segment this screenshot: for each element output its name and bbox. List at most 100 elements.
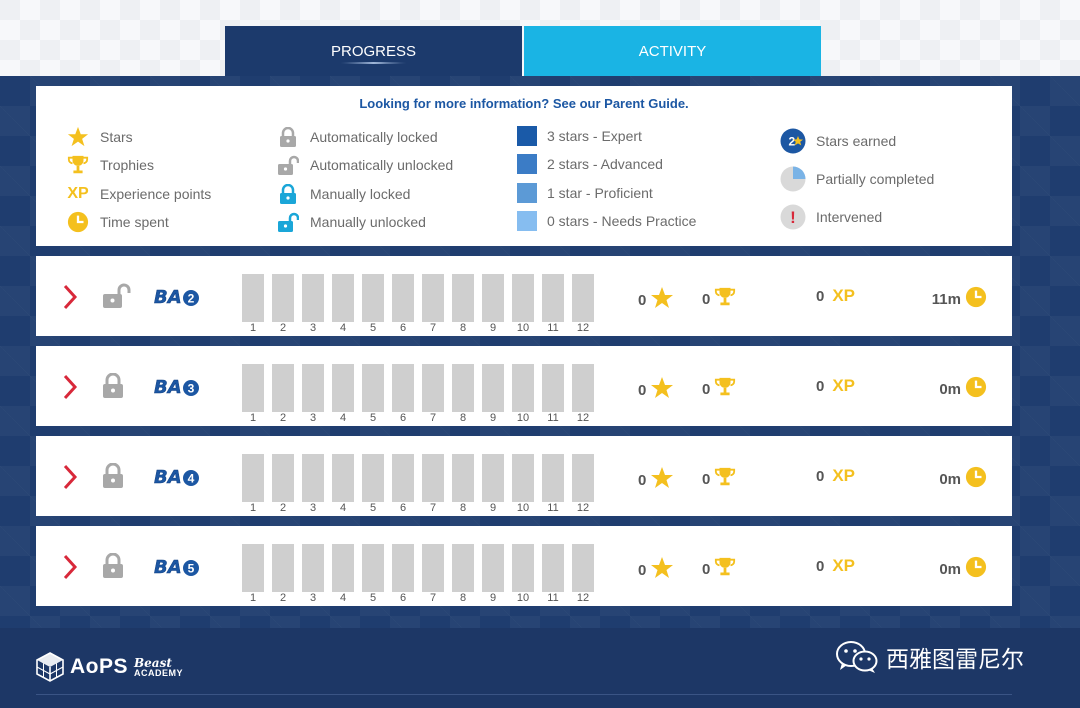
legend-proficient: 1 star - Proficient bbox=[517, 183, 653, 203]
chapter-number: 5 bbox=[369, 322, 377, 334]
partial-pie-icon bbox=[780, 166, 806, 192]
chapter-progress-bar[interactable] bbox=[392, 274, 414, 322]
chapter-progress-bar[interactable] bbox=[512, 274, 534, 322]
lock-icon[interactable] bbox=[102, 462, 124, 494]
lock-icon[interactable] bbox=[102, 552, 124, 584]
chapter-progress-bar[interactable] bbox=[452, 274, 474, 322]
trophies-stat: 0 bbox=[702, 556, 736, 582]
chapter-progress-bar[interactable] bbox=[572, 364, 594, 412]
time-spent: 0m bbox=[939, 470, 961, 488]
legend-manually-unlocked: Manually unlocked bbox=[276, 211, 426, 233]
chapter-progress-bar[interactable] bbox=[482, 454, 504, 502]
chapter-progress-bar[interactable] bbox=[512, 454, 534, 502]
lock-icon[interactable] bbox=[102, 372, 124, 404]
chapter-progress-bar[interactable] bbox=[332, 364, 354, 412]
expand-chevron-icon[interactable] bbox=[62, 284, 78, 315]
chapter-progress-bar[interactable] bbox=[272, 544, 294, 592]
chapter-progress-bar[interactable] bbox=[362, 544, 384, 592]
chapter-progress-bar[interactable] bbox=[482, 274, 504, 322]
chapter-number: 4 bbox=[339, 412, 347, 424]
chapter-progress-bar[interactable] bbox=[242, 544, 264, 592]
level-row[interactable]: BA 5 1 2 3 4 5 6 7 8 9 10 11 12 0 0 0 XP 0m bbox=[36, 526, 1012, 606]
chapter-progress-bar[interactable] bbox=[542, 454, 564, 502]
chapter-progress-bar[interactable] bbox=[512, 364, 534, 412]
trophy-icon bbox=[714, 556, 736, 582]
expand-chevron-icon[interactable] bbox=[62, 554, 78, 585]
chapter-progress-bar[interactable] bbox=[242, 364, 264, 412]
legend-xp: XP Experience points bbox=[66, 183, 211, 205]
chapter-progress-bar[interactable] bbox=[362, 274, 384, 322]
chapter-progress-bar[interactable] bbox=[392, 454, 414, 502]
chapter-progress-bar[interactable] bbox=[302, 364, 324, 412]
legend-swatch-proficient bbox=[517, 183, 537, 203]
chapter-progress-bar[interactable] bbox=[422, 454, 444, 502]
chapter-progress-bar[interactable] bbox=[392, 544, 414, 592]
chapter-progress-bar[interactable] bbox=[422, 544, 444, 592]
chapter-progress-bar[interactable] bbox=[272, 364, 294, 412]
ba-level-logo: BA 2 bbox=[154, 286, 202, 308]
level-row[interactable]: BA 2 1 2 3 4 5 6 7 8 9 10 11 12 0 0 0 XP 11m bbox=[36, 256, 1012, 336]
chapter-progress-bar[interactable] bbox=[332, 454, 354, 502]
legend-stars-label: Stars bbox=[100, 129, 133, 145]
chapter-number: 5 bbox=[369, 592, 377, 604]
chapter-progress-bar[interactable] bbox=[332, 274, 354, 322]
chapter-progress-bar[interactable] bbox=[482, 364, 504, 412]
tab-progress[interactable]: PROGRESS bbox=[225, 26, 522, 76]
chapter-progress-bar[interactable] bbox=[452, 364, 474, 412]
chapter-progress-bar[interactable] bbox=[452, 544, 474, 592]
chapter-progress-bar[interactable] bbox=[362, 364, 384, 412]
chapter-progress-bar[interactable] bbox=[422, 274, 444, 322]
chapter-progress-bar[interactable] bbox=[332, 544, 354, 592]
expand-chevron-icon[interactable] bbox=[62, 464, 78, 495]
expand-chevron-icon[interactable] bbox=[62, 374, 78, 405]
chapter-number: 10 bbox=[516, 412, 530, 424]
chapter-progress-bar[interactable] bbox=[452, 454, 474, 502]
stars-stat: 0 bbox=[638, 556, 674, 584]
chapter-progress-bar[interactable] bbox=[572, 544, 594, 592]
time-spent: 0m bbox=[939, 560, 961, 578]
xp-stat: 0 XP bbox=[816, 286, 855, 306]
chapter-progress-bar[interactable] bbox=[242, 454, 264, 502]
chapter-number: 7 bbox=[429, 592, 437, 604]
chapter-number: 11 bbox=[547, 412, 559, 424]
level-row[interactable]: BA 4 1 2 3 4 5 6 7 8 9 10 11 12 0 0 0 XP 0m bbox=[36, 436, 1012, 516]
chapter-number: 9 bbox=[489, 412, 497, 424]
legend-manually-locked-label: Manually locked bbox=[310, 186, 411, 202]
chapter-progress-bar[interactable] bbox=[242, 274, 264, 322]
chapter-progress-bar[interactable] bbox=[422, 364, 444, 412]
chapter-progress-bar[interactable] bbox=[302, 454, 324, 502]
chapter-progress-bar[interactable] bbox=[302, 274, 324, 322]
aops-logo[interactable]: AoPS Beast ACADEMY bbox=[36, 652, 183, 682]
legend-partially-completed-label: Partially completed bbox=[816, 171, 935, 187]
xp-count: 0 bbox=[816, 377, 825, 395]
svg-text:BA: BA bbox=[154, 287, 182, 308]
chapter-progress-bar[interactable] bbox=[542, 364, 564, 412]
clock-icon bbox=[965, 556, 987, 582]
stars-count: 0 bbox=[638, 471, 647, 489]
chapter-progress-bar[interactable] bbox=[572, 454, 594, 502]
chapter-progress-bar[interactable] bbox=[362, 454, 384, 502]
chapter-progress-bar[interactable] bbox=[482, 544, 504, 592]
level-row[interactable]: BA 3 1 2 3 4 5 6 7 8 9 10 11 12 0 0 0 XP 0m bbox=[36, 346, 1012, 426]
unlock-icon[interactable] bbox=[102, 283, 132, 314]
chapter-progress-bar[interactable] bbox=[542, 544, 564, 592]
chapter-progress-bar[interactable] bbox=[272, 274, 294, 322]
chapter-progress-bar[interactable] bbox=[512, 544, 534, 592]
xp-icon: XP bbox=[832, 376, 856, 395]
tab-activity[interactable]: ACTIVITY bbox=[524, 26, 821, 76]
chapter-progress-bar[interactable] bbox=[542, 274, 564, 322]
stars-count: 0 bbox=[638, 381, 647, 399]
chapter-number: 12 bbox=[576, 502, 590, 514]
chapter-number: 7 bbox=[429, 322, 437, 334]
chapter-progress-bar[interactable] bbox=[302, 544, 324, 592]
chapter-progress-bar[interactable] bbox=[572, 274, 594, 322]
lock-icon bbox=[276, 126, 300, 148]
chapter-number: 11 bbox=[547, 322, 559, 334]
legend-auto-locked: Automatically locked bbox=[276, 126, 438, 148]
legend-stars: Stars bbox=[66, 126, 133, 148]
parent-guide-link[interactable]: Looking for more information? See our Pa… bbox=[359, 96, 689, 111]
chapter-progress-bar[interactable] bbox=[392, 364, 414, 412]
chapter-number: 4 bbox=[339, 322, 347, 334]
stars-earned-badge-icon: 2 bbox=[780, 128, 806, 154]
chapter-progress-bar[interactable] bbox=[272, 454, 294, 502]
